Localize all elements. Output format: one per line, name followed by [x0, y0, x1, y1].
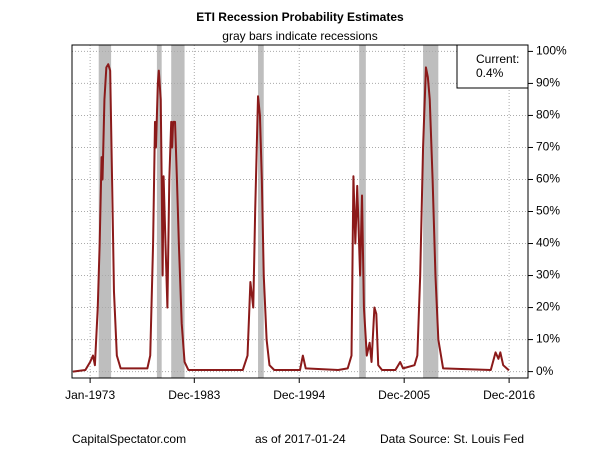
footer-date: as of 2017-01-24 [255, 432, 346, 446]
footer-data-source: Data Source: St. Louis Fed [380, 432, 524, 446]
data-line [72, 63, 510, 373]
y-tick-label: 40% [536, 236, 560, 250]
y-tick-label: 10% [536, 332, 560, 346]
chart-subtitle: gray bars indicate recessions [222, 29, 377, 43]
recession-bar [258, 45, 264, 378]
recession-bar [423, 45, 439, 378]
y-tick-label: 70% [536, 140, 560, 154]
recession-bar [98, 45, 112, 378]
plot-frame [71, 44, 529, 379]
x-tick-label: Dec-1983 [168, 388, 220, 402]
x-tick-label: Dec-2016 [483, 388, 535, 402]
chart-title: ETI Recession Probability Estimates [196, 10, 404, 24]
footer-source-site: CapitalSpectator.com [72, 432, 186, 446]
y-tick-label: 30% [536, 268, 560, 282]
annotation-value: 0.4% [476, 66, 504, 80]
annotation-title: Current: [476, 52, 519, 66]
x-tick-label: Dec-1994 [273, 388, 325, 402]
y-tick-label: 50% [536, 204, 560, 218]
annotation-box [456, 44, 529, 89]
y-tick-label: 100% [536, 44, 567, 58]
x-tick-label: Dec-2005 [378, 388, 430, 402]
y-tick-label: 80% [536, 108, 560, 122]
y-tick-label: 60% [536, 172, 560, 186]
y-tick-label: 0% [536, 364, 554, 378]
x-tick-label: Jan-1973 [65, 388, 115, 402]
y-tick-label: 20% [536, 300, 560, 314]
y-tick-label: 90% [536, 76, 560, 90]
